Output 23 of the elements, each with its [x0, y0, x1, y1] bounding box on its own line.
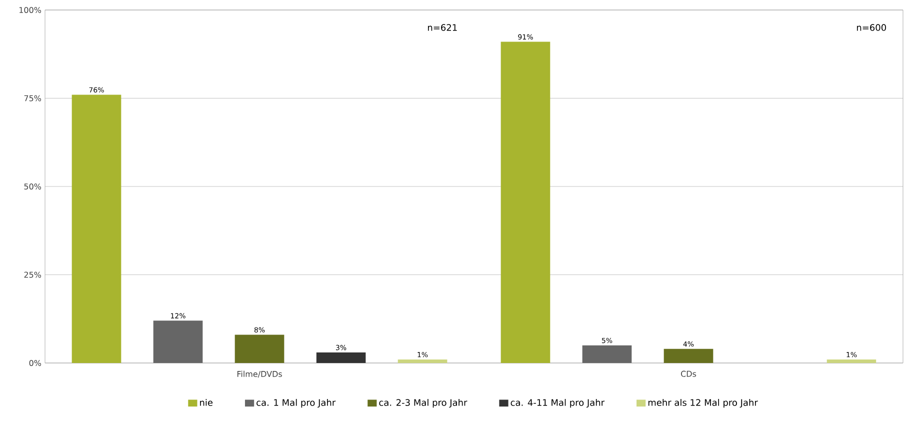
bar: [500, 42, 550, 363]
bar: [316, 352, 366, 363]
annotation: n=600: [856, 24, 886, 31]
bar: [153, 320, 203, 363]
y-tick-label: 75%: [24, 95, 42, 102]
legend-label: ca. 2-3 Mal pro Jahr: [379, 398, 468, 408]
legend-label: ca. 4-11 Mal pro Jahr: [510, 398, 605, 408]
y-tick-label: 25%: [24, 272, 42, 278]
legend-label: ca. 1 Mal pro Jahr: [256, 398, 336, 408]
bar: [664, 348, 714, 363]
y-tick-label: 50%: [24, 183, 42, 190]
annotation: n=621: [428, 24, 457, 31]
bar: [826, 359, 876, 363]
bar: [582, 345, 632, 363]
bar: [234, 334, 284, 363]
x-tick-label: CDs: [681, 370, 696, 377]
legend-label: mehr als 12 Mal pro Jahr: [648, 398, 758, 408]
y-tick-label: 0%: [29, 360, 42, 366]
bar: [398, 359, 448, 363]
x-tick-label: Filme/DVDs: [237, 370, 282, 378]
legend-label: nie: [200, 398, 213, 406]
y-tick-label: 100%: [19, 6, 42, 14]
bar: [72, 94, 122, 363]
